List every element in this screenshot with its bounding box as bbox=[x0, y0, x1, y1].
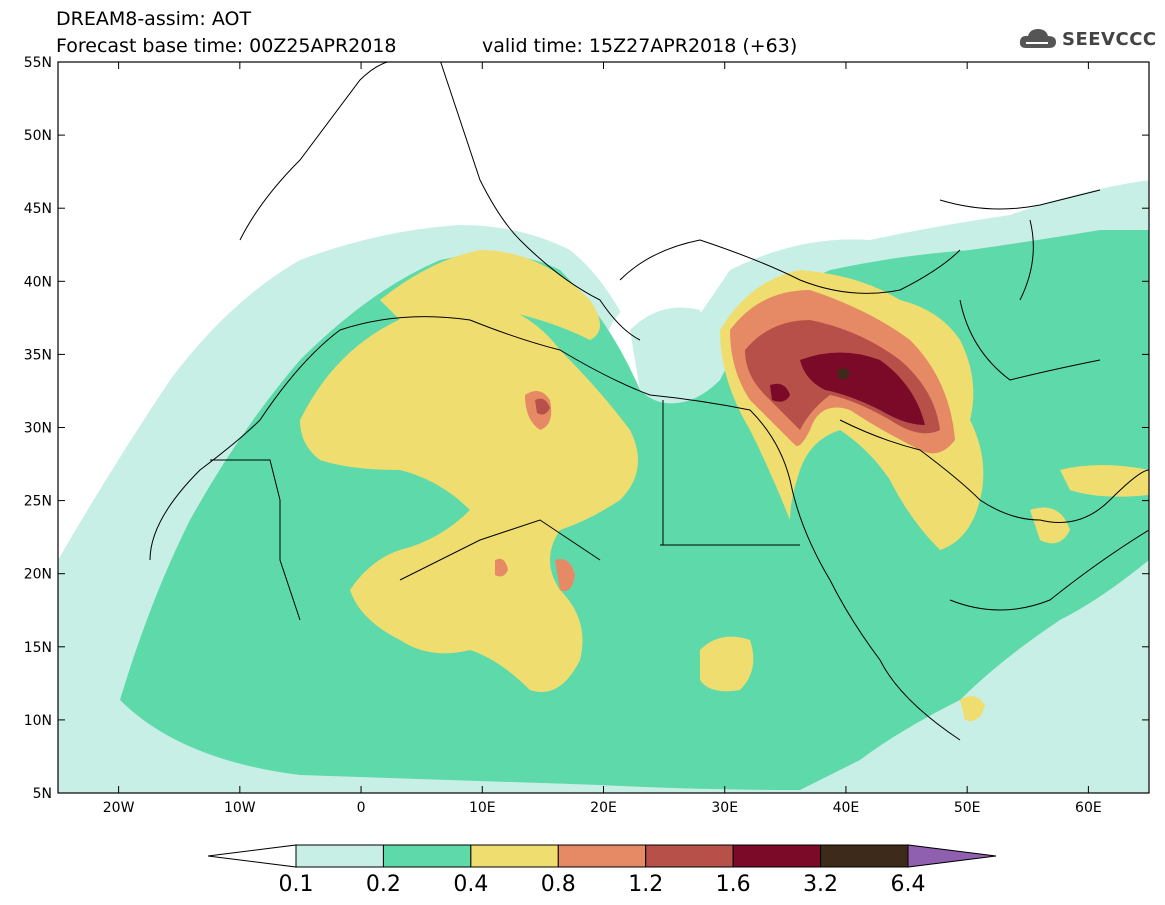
aot-contour-1.6 bbox=[800, 352, 925, 425]
colorbar-swatch bbox=[382, 844, 472, 868]
lat-label: 35N bbox=[24, 347, 52, 363]
lon-label: 60E bbox=[1075, 800, 1102, 816]
coastlines bbox=[149, 62, 1149, 741]
colorbar: 0.1 0.2 0.4 0.8 1.2 1.6 3.2 6.4 bbox=[207, 844, 997, 897]
colorbar-low-arrow bbox=[207, 844, 297, 868]
colorbar-swatch bbox=[820, 844, 909, 868]
latitude-axis: 55N 50N 45N 40N 35N 30N 25N 20N 15N 10N 5N bbox=[24, 55, 1149, 802]
colorbar-label: 3.2 bbox=[803, 872, 838, 897]
valid-time: valid time: 15Z27APR2018 (+63) bbox=[482, 35, 798, 57]
lon-label: 10E bbox=[469, 800, 496, 816]
lon-label: 40E bbox=[833, 800, 860, 816]
lon-label: 10W bbox=[224, 800, 256, 816]
aot-field bbox=[58, 180, 1149, 793]
lat-label: 10N bbox=[24, 713, 52, 729]
colorbar-label: 0.4 bbox=[453, 872, 488, 897]
aot-contour-0.4-sahara bbox=[300, 300, 638, 692]
seevccc-logo: SEEVCCC bbox=[1018, 26, 1157, 52]
cloud-icon bbox=[1019, 29, 1056, 48]
lon-label: 30E bbox=[711, 800, 738, 816]
lat-label: 45N bbox=[24, 201, 52, 217]
lat-label: 20N bbox=[24, 567, 52, 583]
forecast-base-time: Forecast base time: 00Z25APR2018 bbox=[56, 35, 397, 57]
colorbar-label: 1.2 bbox=[628, 872, 663, 897]
colorbar-label: 0.2 bbox=[366, 872, 401, 897]
colorbar-high-arrow bbox=[907, 844, 997, 868]
map-title: DREAM8-assim: AOT bbox=[56, 8, 252, 30]
lat-label: 15N bbox=[24, 640, 52, 656]
colorbar-label: 1.6 bbox=[716, 872, 751, 897]
lat-label: 40N bbox=[24, 274, 52, 290]
colorbar-swatch bbox=[470, 844, 559, 868]
lat-label: 55N bbox=[24, 55, 52, 71]
aot-contour-3.2 bbox=[838, 368, 850, 380]
brand-text: SEEVCCC bbox=[1062, 28, 1157, 50]
colorbar-label: 0.8 bbox=[541, 872, 576, 897]
lon-label: 0 bbox=[357, 800, 366, 816]
colorbar-swatch bbox=[557, 844, 647, 868]
colorbar-label: 0.1 bbox=[279, 872, 314, 897]
lat-label: 50N bbox=[24, 128, 52, 144]
lon-label: 50E bbox=[954, 800, 981, 816]
colorbar-label: 6.4 bbox=[891, 872, 926, 897]
colorbar-swatch bbox=[295, 844, 384, 868]
longitude-axis: 20W 10W 0 10E 20E 30E 40E 50E 60E bbox=[103, 62, 1102, 816]
lat-label: 5N bbox=[33, 786, 52, 802]
lon-label: 20E bbox=[590, 800, 617, 816]
lat-label: 30N bbox=[24, 421, 52, 437]
colorbar-swatch bbox=[732, 844, 822, 868]
lon-label: 20W bbox=[103, 800, 135, 816]
lat-label: 25N bbox=[24, 494, 52, 510]
colorbar-swatch bbox=[645, 844, 734, 868]
